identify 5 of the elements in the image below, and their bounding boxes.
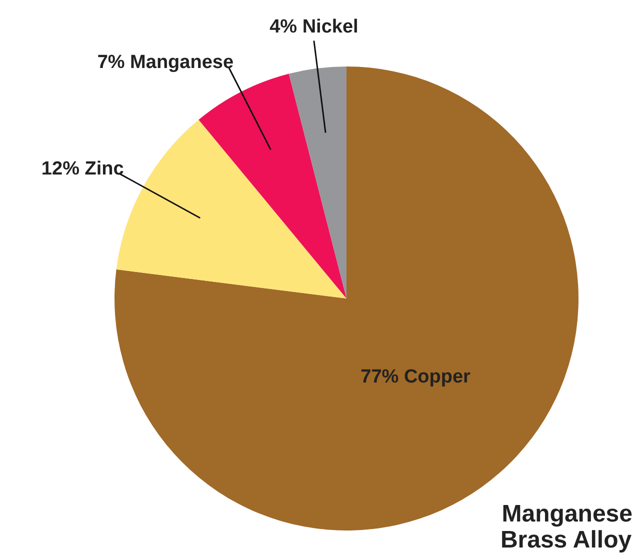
slice-label: 12% Zinc [41, 158, 124, 180]
slice-label: 4% Nickel [270, 16, 358, 38]
slice-label: 7% Manganese [97, 52, 234, 73]
slice-label: 77% Copper [360, 366, 472, 388]
text: Manganese Brass Alloy [500, 500, 633, 554]
